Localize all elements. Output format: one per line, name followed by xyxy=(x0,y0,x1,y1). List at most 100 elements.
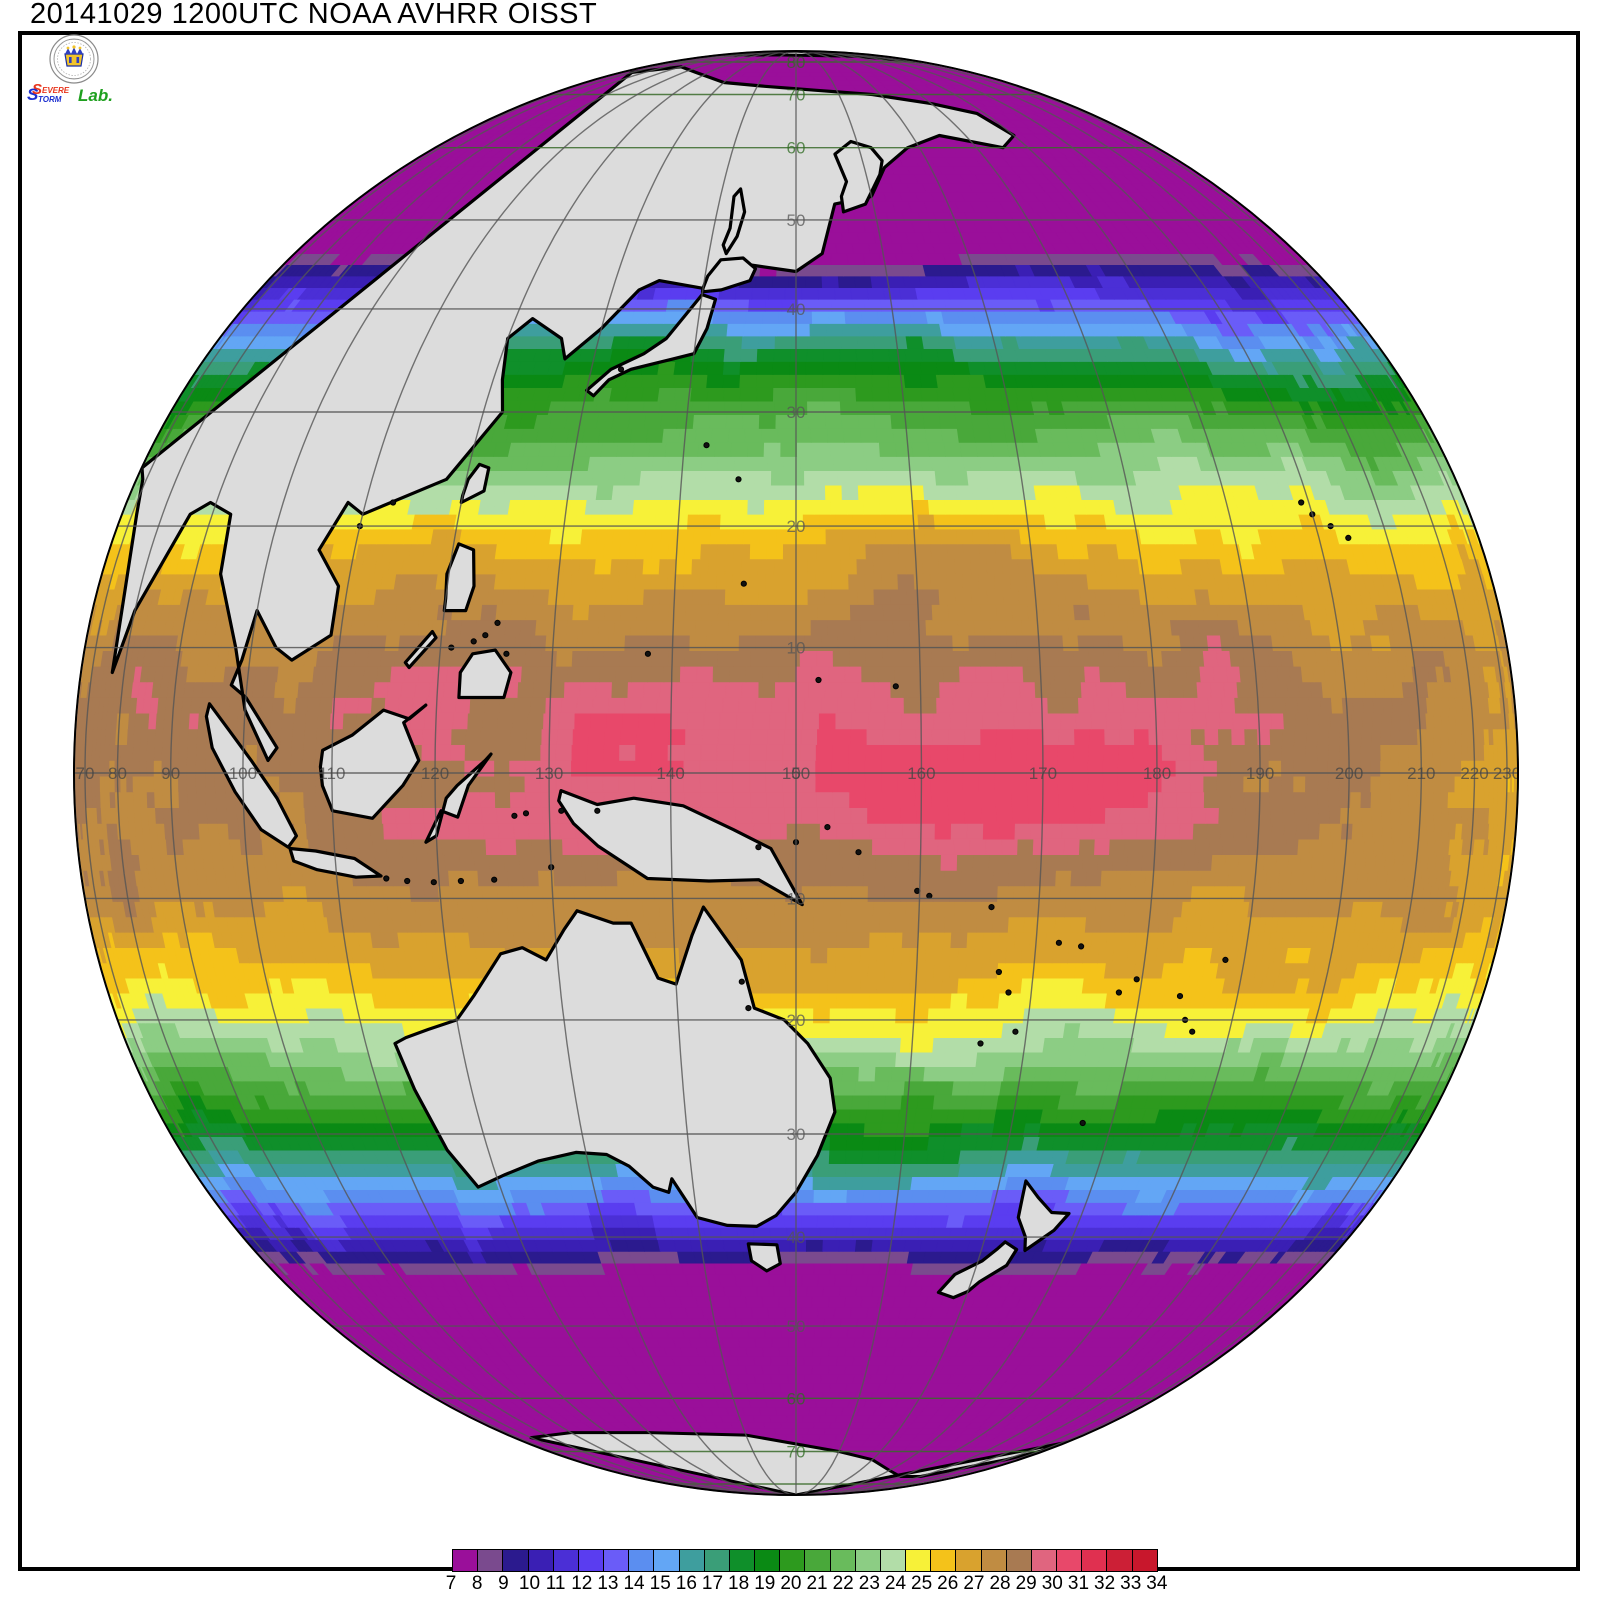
graticule-label: 100 xyxy=(229,764,257,783)
colorbar-tick-label: 9 xyxy=(498,1573,509,1594)
colorbar-swatch xyxy=(906,1550,932,1571)
colorbar-swatch xyxy=(1057,1550,1083,1571)
colorbar-tick-label: 13 xyxy=(597,1573,619,1594)
colorbar-tick-label: 8 xyxy=(471,1573,483,1594)
colorbar-swatch xyxy=(629,1550,655,1571)
colorbar-tick-label: 18 xyxy=(728,1573,750,1594)
storm-lab-wordmark: S S EVERE TORM Lab. xyxy=(27,81,113,105)
colorbar-tick-label: 14 xyxy=(623,1573,645,1594)
colorbar-swatch xyxy=(478,1550,504,1571)
graticule-label: 50 xyxy=(787,1317,806,1336)
wordmark-storm: TORM xyxy=(38,95,62,104)
page-title: 20141029 1200UTC NOAA AVHRR OISST xyxy=(30,0,598,30)
graticule-label: 40 xyxy=(787,300,806,319)
colorbar-tick-label: 29 xyxy=(1015,1573,1037,1594)
wordmark-s-red: S xyxy=(32,81,42,98)
colorbar-swatch xyxy=(553,1550,579,1571)
colorbar-tick-label: 21 xyxy=(806,1573,828,1594)
colorbar-tick-label: 20 xyxy=(780,1573,802,1594)
colorbar-swatch xyxy=(679,1550,705,1571)
graticule-label: 160 xyxy=(907,764,935,783)
colorbar-swatch xyxy=(528,1550,554,1571)
colorbar-swatch xyxy=(654,1550,680,1571)
colorbar-swatch xyxy=(578,1550,605,1571)
svg-text:* * * * *: * * * * * xyxy=(69,38,79,42)
graticule-label: 60 xyxy=(787,139,806,158)
colorbar-tick-label: 11 xyxy=(545,1573,566,1594)
colorbar-tick-label: 17 xyxy=(701,1573,724,1594)
graticule-label: 200 xyxy=(1335,764,1363,783)
colorbar-tick-label: 22 xyxy=(832,1573,854,1594)
colorbar-tick-label: 28 xyxy=(989,1573,1011,1594)
graticule-label: 70 xyxy=(787,1443,806,1462)
graticule-label: 150 xyxy=(782,764,810,783)
colorbar-tick-label: 33 xyxy=(1120,1573,1142,1594)
colorbar-swatch xyxy=(1082,1550,1108,1571)
graticule-label: 0 xyxy=(791,764,800,783)
sst-globe-map: 70 80 90 100 110 120 130 140 150 160 170 180 190 200 2… xyxy=(34,44,1558,1502)
colorbar-swatch xyxy=(729,1550,756,1571)
colorbar-swatch xyxy=(855,1550,881,1571)
wordmark-severe: EVERE xyxy=(42,86,70,95)
wordmark-s-blue: S xyxy=(27,85,39,104)
graticule-label: 10 xyxy=(787,639,806,658)
graticule-label: 120 xyxy=(421,764,449,783)
colorbar-tick-label: 19 xyxy=(754,1573,776,1594)
sst-colorbar xyxy=(452,1549,1158,1572)
colorbar-swatch xyxy=(453,1550,479,1571)
graticule-label: 70 xyxy=(76,764,95,783)
graticule-label: 80 xyxy=(787,53,806,72)
graticule-label: 70 xyxy=(787,86,806,105)
colorbar-tick-label: 30 xyxy=(1041,1573,1063,1594)
graticule-label: 20 xyxy=(787,1011,806,1030)
agency-seal-icon: * * * * * * * * * * xyxy=(49,34,99,84)
colorbar-tick-label: 16 xyxy=(675,1573,697,1594)
storm-lab-logo: * * * * * * * * * * S S EVERE TORM Lab. xyxy=(26,33,146,111)
colorbar-swatch xyxy=(780,1550,806,1571)
colorbar-tick-label: 10 xyxy=(518,1573,541,1594)
colorbar-swatch xyxy=(880,1550,907,1571)
graticule-label: 80 xyxy=(108,764,127,783)
graticule-label: 230 xyxy=(1493,764,1521,783)
colorbar-tick-label: 15 xyxy=(649,1573,671,1594)
colorbar-tick-label: 23 xyxy=(858,1573,880,1594)
colorbar-tick-label: 32 xyxy=(1094,1573,1116,1594)
graticule-label: 90 xyxy=(161,764,180,783)
colorbar-swatch xyxy=(704,1550,730,1571)
graticule-label: 180 xyxy=(1143,764,1171,783)
colorbar-swatch xyxy=(1006,1550,1032,1571)
colorbar-tick-label: 24 xyxy=(884,1573,907,1594)
wordmark-lab: Lab. xyxy=(78,86,113,105)
svg-text:* * * * *: * * * * * xyxy=(69,77,79,81)
colorbar-swatch xyxy=(830,1550,856,1571)
colorbar-swatch xyxy=(956,1550,982,1571)
colorbar-swatch xyxy=(1031,1550,1058,1571)
graticule-label: 110 xyxy=(318,764,345,783)
colorbar-tick-label: 31 xyxy=(1067,1573,1090,1594)
graticule-label: 140 xyxy=(656,764,684,783)
sst-colorbar-ticks: 7 8 9 10 11 12 13 14 15 16 17 18 19 20 21 22 23 24 25 26 27 2… xyxy=(438,1571,1170,1597)
colorbar-tick-label: 34 xyxy=(1146,1573,1168,1594)
colorbar-tick-label: 27 xyxy=(963,1573,985,1594)
colorbar-swatch xyxy=(503,1550,529,1571)
colorbar-tick-label: 25 xyxy=(911,1573,933,1594)
colorbar-swatch xyxy=(931,1550,957,1571)
graticule-label: 60 xyxy=(787,1389,806,1408)
graticule-label: 50 xyxy=(787,211,806,230)
graticule-label: 190 xyxy=(1246,764,1274,783)
colorbar-swatch xyxy=(1132,1550,1157,1571)
graticule-label: 40 xyxy=(787,1228,806,1247)
colorbar-tick-label: 7 xyxy=(445,1573,457,1594)
colorbar-swatch xyxy=(1107,1550,1133,1571)
colorbar-tick-label: 26 xyxy=(937,1573,959,1594)
graticule-label: 170 xyxy=(1029,764,1057,783)
colorbar-tick-label: 12 xyxy=(571,1573,593,1594)
graticule-label: 210 xyxy=(1407,764,1435,783)
graticule-label: 220 xyxy=(1460,764,1488,783)
colorbar-swatch xyxy=(755,1550,781,1571)
graticule-label: 20 xyxy=(787,517,806,536)
colorbar-swatch xyxy=(604,1550,630,1571)
graticule-label: 30 xyxy=(787,403,806,422)
graticule-label: 10 xyxy=(787,889,806,908)
graticule-label: 30 xyxy=(787,1125,806,1144)
